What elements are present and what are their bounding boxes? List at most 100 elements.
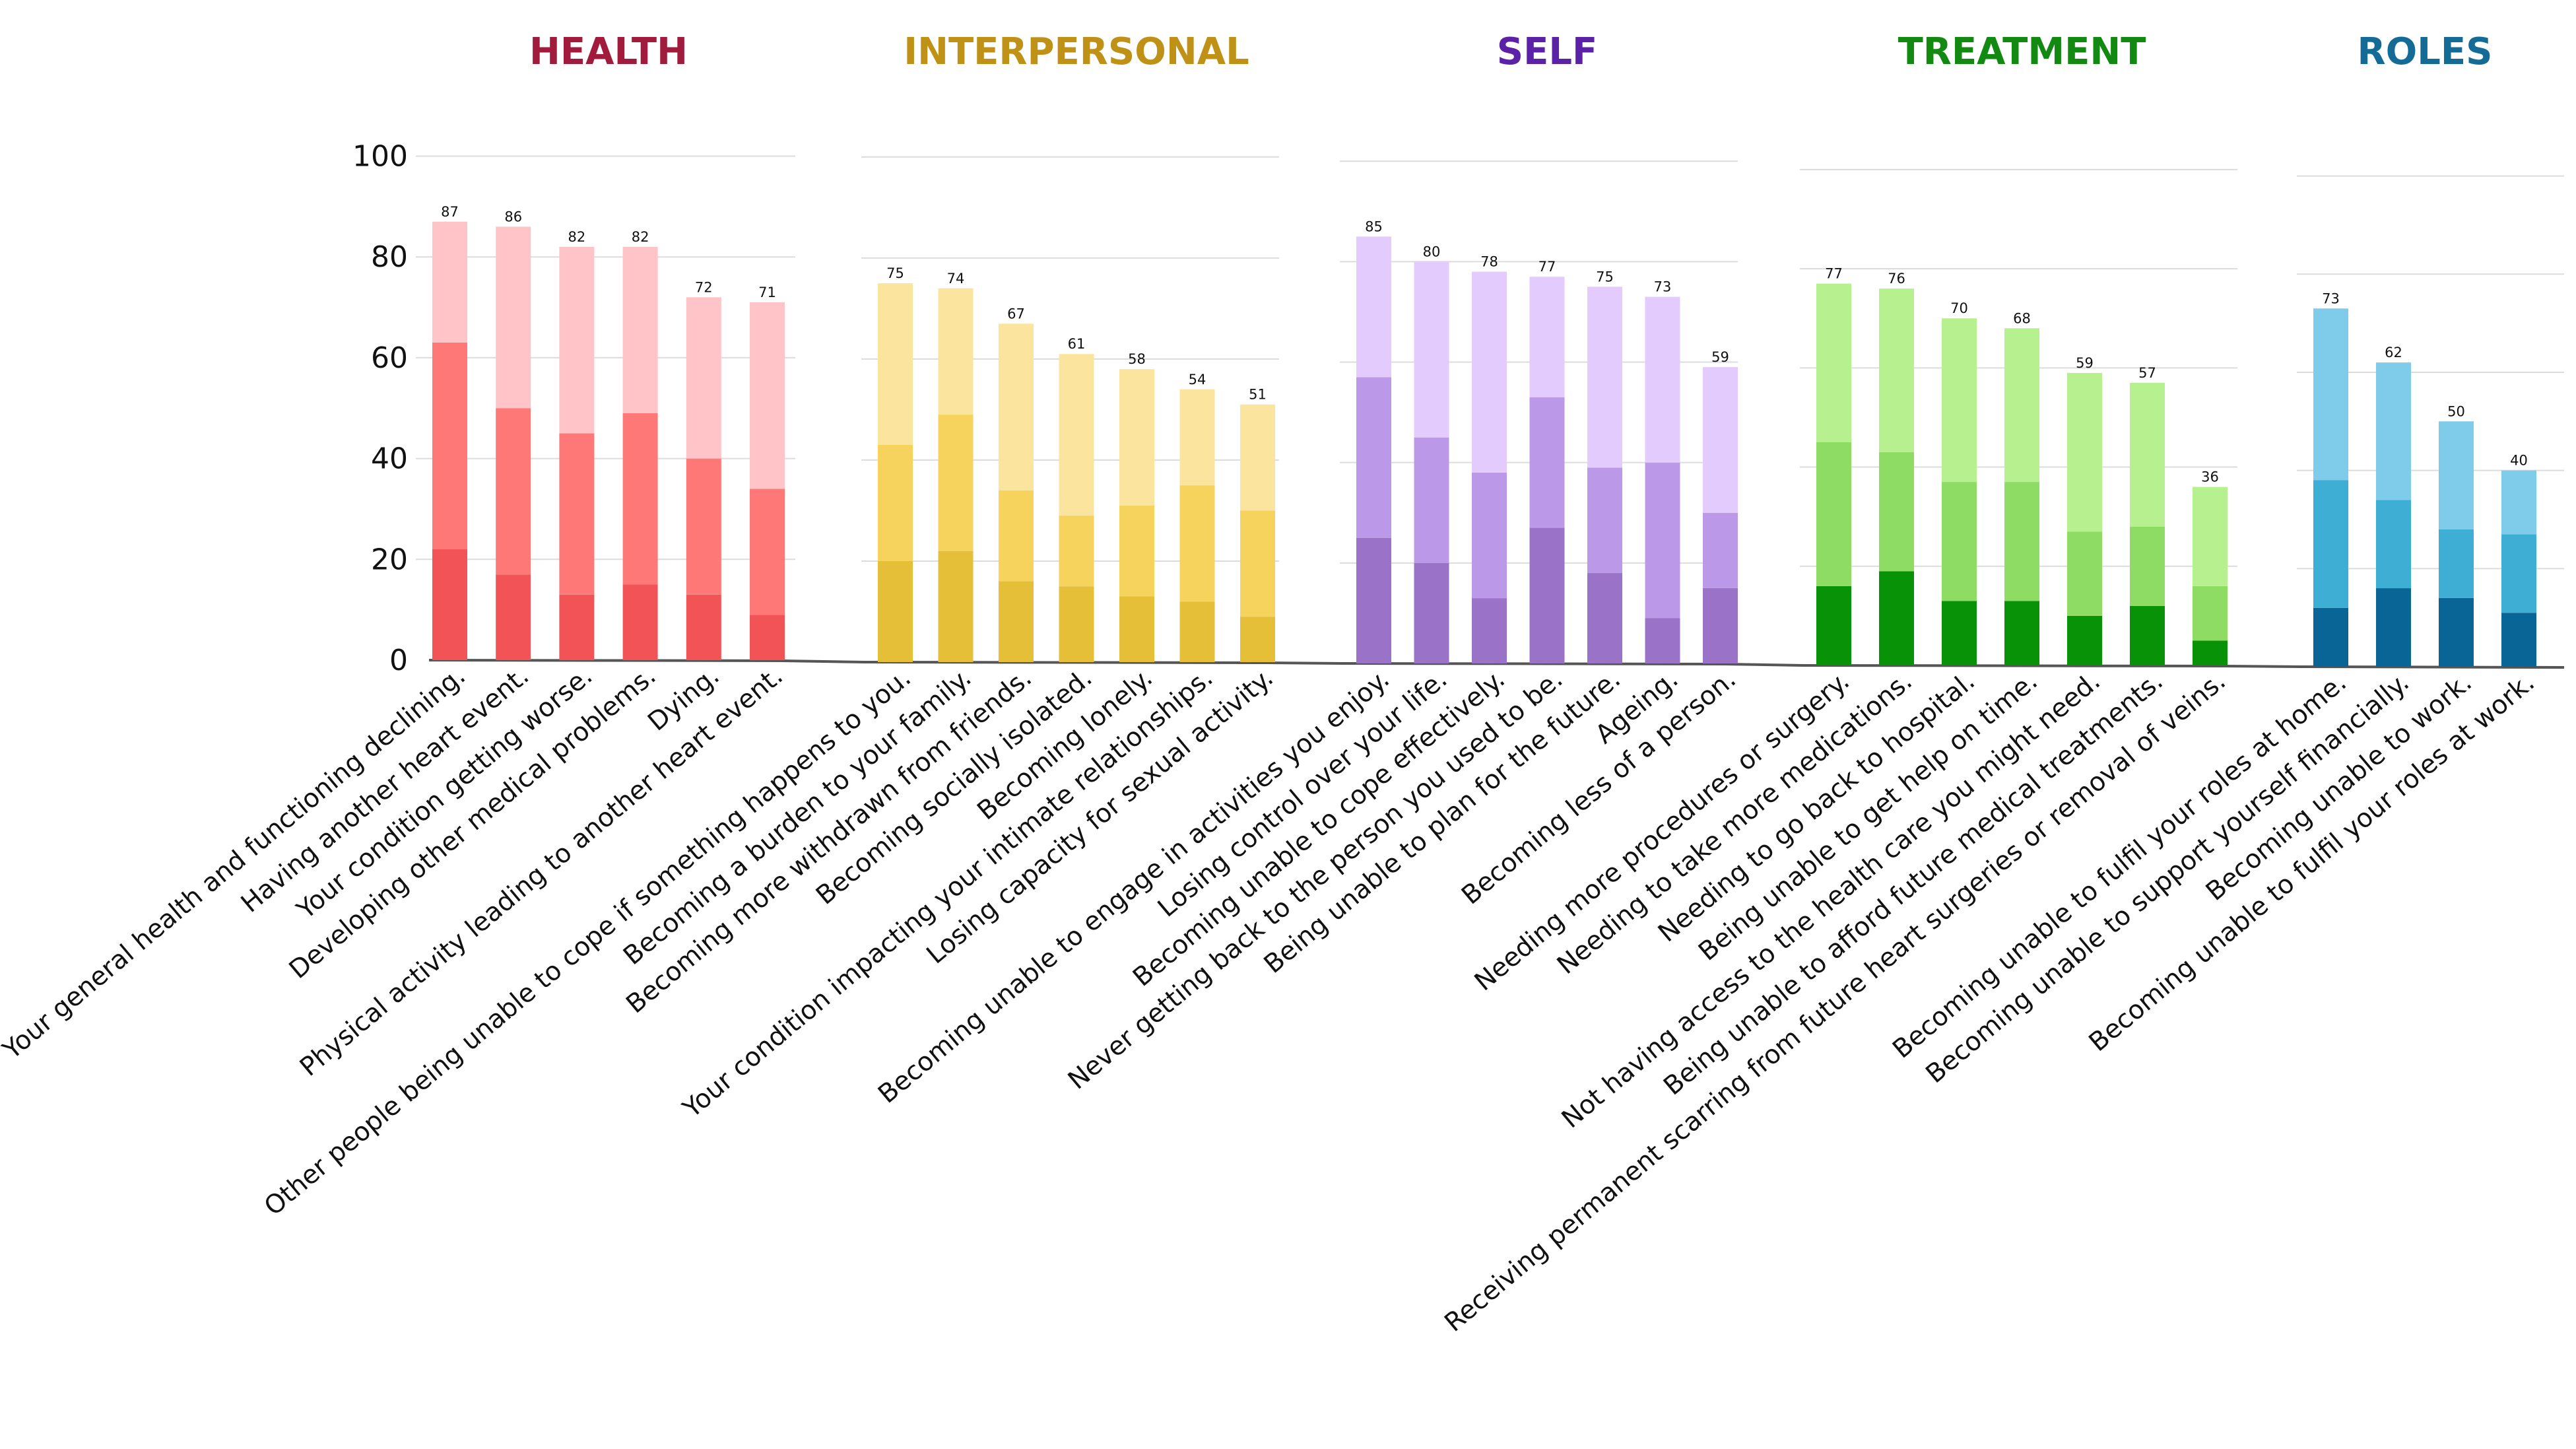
bar-segment [2376, 588, 2411, 667]
value-label: 71 [758, 285, 776, 300]
group-title: ROLES [2358, 30, 2493, 73]
bar-segment [2004, 601, 2039, 665]
bar-segment [559, 433, 595, 595]
bar-segment [432, 221, 467, 343]
bar-segment [2439, 421, 2474, 529]
value-label: 86 [504, 209, 522, 224]
bar-segment [2439, 529, 2474, 598]
bar-segment [1816, 283, 1851, 443]
bar-segment [938, 415, 974, 551]
bar-segment [1942, 318, 1977, 483]
bar-segment [2067, 531, 2102, 616]
bar-segment [2376, 362, 2411, 500]
bar-segment [1879, 288, 1914, 453]
bar-segment [2313, 308, 2348, 481]
bar-segment [1414, 562, 1449, 663]
bar-segment [1179, 485, 1215, 602]
bar-segment [496, 574, 531, 660]
bar-segment [1059, 516, 1094, 587]
value-label: 74 [947, 271, 965, 286]
x-axis-labels: Your general health and functioning decl… [0, 661, 2540, 1338]
bar-segment [2313, 480, 2348, 608]
bar-segment [1240, 510, 1275, 617]
bar-segment [432, 342, 467, 550]
bar-segment [750, 302, 785, 489]
bar-segment [686, 594, 721, 660]
value-label: 51 [1249, 387, 1267, 403]
y-axis: 0 20 40 60 80 100 [352, 140, 408, 678]
bar-segment [1240, 617, 1275, 662]
value-label: 87 [441, 204, 459, 220]
bar-segment [1472, 271, 1507, 473]
value-label: 82 [568, 229, 586, 245]
bar-segment [1879, 452, 1914, 572]
category-titles: HEALTH INTERPERSONAL SELF TREATMENT ROLES [529, 30, 2492, 73]
bar-segment [686, 458, 721, 595]
bar-segment [2193, 640, 2228, 665]
bar-segment [2130, 605, 2165, 665]
bar-segment [999, 581, 1034, 662]
y-tick-label: 20 [371, 543, 408, 576]
bar-segment [2067, 372, 2102, 532]
bar-segment [2501, 534, 2536, 613]
bar-segment [432, 549, 467, 660]
value-label: 73 [1654, 279, 1672, 295]
value-label: 70 [1950, 300, 1968, 316]
value-label: 77 [1825, 266, 1843, 282]
y-tick-label: 80 [371, 240, 408, 274]
bar-segment [2313, 607, 2348, 667]
value-label: 68 [2013, 310, 2031, 326]
bar-segment [2067, 615, 2102, 665]
bar-segment [1356, 537, 1391, 663]
x-axis-baseline [428, 659, 2565, 669]
bar-segment [1942, 601, 1977, 665]
value-label: 54 [1189, 372, 1206, 388]
bar-segment [559, 594, 595, 660]
bar-segment [1645, 618, 1680, 663]
bar-segment [1942, 482, 1977, 601]
bar-segment [2376, 500, 2411, 589]
bars [432, 221, 2536, 667]
bar-segment [1587, 286, 1622, 468]
bar-segment [2439, 597, 2474, 667]
value-label: 73 [2322, 290, 2340, 306]
bar-segment [1879, 571, 1914, 665]
bar-segment [1703, 367, 1738, 513]
bar-segment [1472, 598, 1507, 663]
bar-segment [1059, 354, 1094, 516]
value-label: 58 [1128, 351, 1146, 367]
bar-segment [1414, 437, 1449, 563]
y-tick-label: 60 [371, 341, 408, 375]
value-label: 75 [886, 265, 904, 281]
bar-segment [2130, 382, 2165, 527]
bar-segment [1179, 389, 1215, 486]
bar-segment [622, 246, 658, 413]
value-label: 75 [1596, 269, 1614, 285]
bar-segment [1816, 586, 1851, 665]
bar-segment [496, 408, 531, 575]
value-label: 57 [2138, 365, 2156, 381]
group-title: INTERPERSONAL [904, 30, 1249, 73]
value-label: 78 [1480, 254, 1498, 270]
bar-segment [1529, 277, 1565, 397]
bar-segment [878, 560, 913, 662]
x-axis-label: Becoming unable to work. [2200, 667, 2478, 907]
bar-segment [1356, 236, 1391, 378]
bar-segment [2193, 586, 2228, 641]
value-label: 62 [2385, 345, 2402, 360]
value-label: 36 [2201, 469, 2219, 485]
bar-segment [938, 551, 974, 662]
bar-segment [1472, 472, 1507, 599]
value-label: 40 [2510, 453, 2528, 469]
bar-segment [1703, 512, 1738, 588]
value-label: 59 [2076, 355, 2094, 371]
bar-segment [1240, 404, 1275, 511]
bar-segment [999, 323, 1034, 490]
y-tick-label: 100 [352, 140, 408, 174]
value-label: 80 [1423, 244, 1441, 259]
bar-segment [622, 413, 658, 585]
bar-segment [2004, 328, 2039, 483]
x-axis-label: Receiving permanent scarring from future… [1439, 666, 2231, 1338]
value-label: 77 [1538, 259, 1556, 275]
